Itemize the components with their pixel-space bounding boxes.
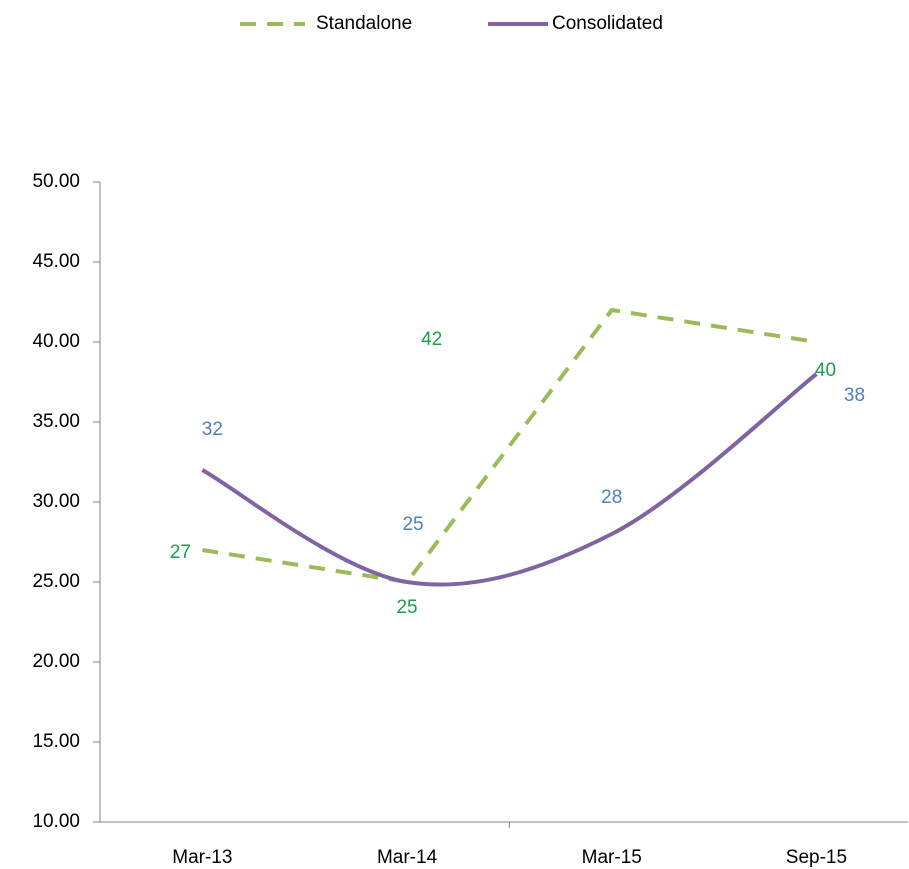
legend-label: Standalone	[316, 13, 412, 34]
data-label: 32	[202, 419, 223, 440]
legend-label: Consolidated	[552, 13, 663, 34]
data-label: 40	[815, 360, 836, 381]
y-tick-label: 10.00	[32, 811, 80, 832]
y-tick-label: 20.00	[32, 651, 80, 672]
data-label: 25	[396, 597, 417, 618]
data-label: 42	[421, 329, 442, 350]
y-tick-label: 25.00	[32, 571, 80, 592]
y-tick-label: 50.00	[32, 171, 80, 192]
y-tick-label: 15.00	[32, 731, 80, 752]
data-label: 38	[844, 385, 865, 406]
x-tick-label: Sep-15	[786, 847, 847, 868]
x-tick-label: Mar-13	[172, 847, 232, 868]
series-line	[201, 372, 818, 587]
y-tick-label: 40.00	[32, 331, 80, 352]
data-label: 25	[402, 514, 423, 535]
data-label: 28	[601, 487, 622, 508]
y-tick-label: 35.00	[32, 411, 80, 432]
y-tick-label: 30.00	[32, 491, 80, 512]
series-line	[202, 308, 817, 584]
y-tick-label: 45.00	[32, 251, 80, 272]
data-label: 27	[170, 542, 191, 563]
x-tick-label: Mar-14	[377, 847, 438, 868]
x-tick-label: Mar-15	[582, 847, 642, 868]
